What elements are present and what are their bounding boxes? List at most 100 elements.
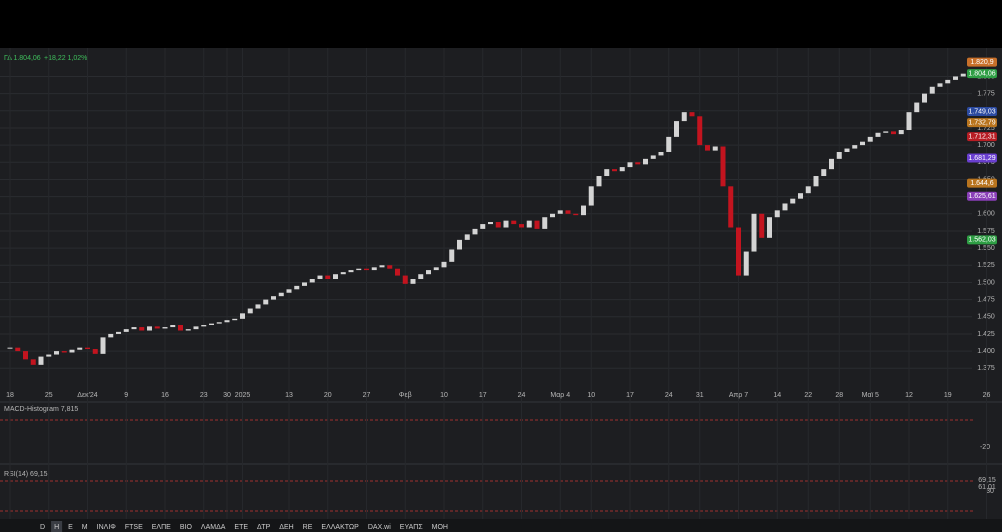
price-change: +18,22 1,02% [44,55,87,62]
toolbar-button[interactable]: ΔΤΡ [257,524,271,531]
rsi-label: 61,01 [978,484,996,491]
price-badge-label: 1.712,31 [968,134,995,141]
candle [534,220,540,229]
candle [302,282,307,286]
candle [929,86,935,94]
toolbar-button[interactable]: H [54,524,59,531]
candle [743,251,749,276]
candle [844,148,850,152]
candle [503,220,509,228]
toolbar-button[interactable]: ΕΛΛΑΚΤΩΡ [321,524,359,531]
candle [185,329,191,331]
candle [61,351,67,353]
macd-title: MACD-Histogram 7,815 [4,406,78,413]
chart-background [0,48,1002,520]
toolbar-button[interactable]: ΙΝΛΙΦ [97,524,117,531]
candle [488,222,493,225]
toolbar-button[interactable]: ΕΛΠΕ [152,524,171,531]
candle [860,141,865,146]
candle [38,356,44,365]
candle [581,205,586,216]
toolbar-button[interactable]: ΔΕΗ [279,524,293,531]
candle [635,162,641,165]
toolbar-button[interactable]: ΛΑΜΔΑ [201,524,226,531]
candle [953,76,958,80]
x-tick-label: 14 [773,392,781,399]
candle [271,296,276,300]
price-badge-label: 1.820,9 [970,59,993,66]
candle [294,285,300,290]
rsi-title: RSI(14) 69,15 [4,471,48,478]
candle [449,249,455,262]
x-tick-label: 10 [440,392,448,399]
candle [325,275,331,280]
candle [875,132,881,137]
candle [805,186,811,194]
candle [116,331,121,334]
toolbar-button[interactable]: RE [303,524,313,531]
candle [371,267,377,271]
candle [705,145,710,151]
price-badge-label: 1.804,06 [968,71,995,78]
candle [356,268,362,271]
toolbar-button[interactable]: ΕΤΕ [234,524,248,531]
candle [286,289,292,293]
price-badge [967,106,997,116]
symbol-price: ΓΔ 1.804,06 [4,55,41,62]
candle [247,308,253,314]
price-badge-label: 1.625,61 [968,193,995,200]
candle [395,268,400,276]
candle [821,169,827,177]
toolbar-button[interactable]: Μ [82,524,88,531]
candle [154,326,160,329]
x-tick-label: 18 [6,392,14,399]
candle [728,186,734,228]
candle [100,337,106,354]
candle [464,234,470,240]
candle [201,325,207,327]
x-tick-label: Απρ 7 [729,392,748,399]
candle [689,112,695,117]
candle [588,186,594,206]
toolbar-button[interactable]: FTSE [125,524,143,531]
candle [7,347,13,349]
candle [883,131,889,133]
candle [123,329,129,332]
candle [178,325,183,331]
candle [193,326,199,330]
candle [643,158,648,165]
toolbar-highlight [51,521,63,532]
candle [348,270,354,273]
candle [573,213,579,216]
candle [759,213,765,238]
x-tick-label: 13 [285,392,293,399]
candle [69,349,75,353]
toolbar-button[interactable]: DAX.wi [368,524,391,531]
candle [131,327,137,330]
toolbar-button[interactable]: Ε [68,524,73,531]
rsi-label: 69,15 [978,477,996,484]
candle [720,146,726,187]
candle [387,265,393,269]
candle [379,265,385,268]
x-tick-label: 30 [223,392,231,399]
toolbar-button[interactable]: ΕΥΑΠΣ [400,524,424,531]
candle [402,275,408,284]
candle [309,279,315,283]
candle [30,359,36,365]
toolbar-button[interactable]: ΒΙΟ [180,524,193,531]
candle [751,213,757,252]
candle [170,325,176,328]
x-tick-label: 20 [324,392,332,399]
candle [627,162,633,168]
candle [914,102,920,113]
toolbar-button[interactable]: ΜΟΗ [432,524,448,531]
x-tick-label: 28 [835,392,843,399]
candle [85,347,90,350]
candle [526,220,532,228]
toolbar-button[interactable]: D [40,524,45,531]
candle [278,292,284,297]
candle [790,198,796,204]
candle [418,274,424,280]
